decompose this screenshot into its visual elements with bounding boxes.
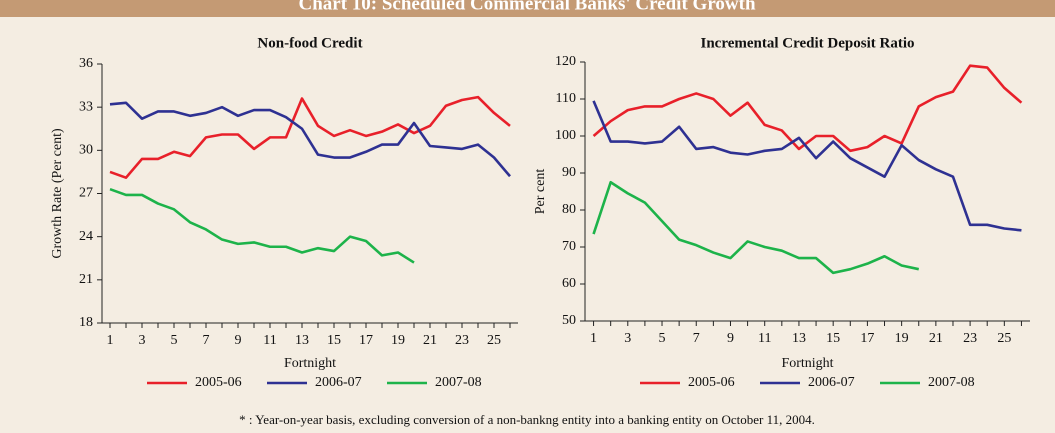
x-tick-label: 1 [107, 333, 114, 348]
x-tick-label: 5 [659, 331, 666, 346]
x-tick-label: 5 [171, 333, 178, 348]
x-tick-label: 11 [758, 331, 771, 346]
legend-label: 2005-06 [688, 375, 735, 390]
x-axis-label: Fortnight [284, 356, 336, 371]
chart-title: Incremental Credit Deposit Ratio [701, 35, 915, 51]
series-line [109, 101, 511, 178]
y-axis-label: Per cent [533, 169, 548, 215]
y-tick-label: 60 [562, 276, 576, 291]
x-tick-label: 3 [624, 331, 631, 346]
y-axis-label: Growth Rate (Per cent) [50, 128, 65, 259]
header-band [0, 0, 1055, 17]
y-tick-label: 24 [79, 229, 93, 244]
series-line [592, 100, 1022, 232]
x-tick-label: 25 [487, 333, 501, 348]
y-tick-label: 27 [79, 186, 93, 201]
y-tick-label: 120 [555, 54, 576, 69]
x-tick-label: 23 [963, 331, 977, 346]
x-tick-label: 25 [997, 331, 1011, 346]
y-tick-label: 21 [79, 272, 93, 287]
y-tick-label: 80 [562, 202, 576, 217]
x-tick-label: 21 [423, 333, 437, 348]
footnote: * : Year-on-year basis, excluding conver… [239, 412, 815, 427]
x-tick-label: 23 [455, 333, 469, 348]
y-tick-label: 50 [562, 313, 576, 328]
legend-label: 2005-06 [195, 375, 242, 390]
y-tick-label: 70 [562, 239, 576, 254]
figure-title: Chart 10: Scheduled Commercial Banks' Cr… [298, 0, 755, 14]
x-tick-label: 15 [327, 333, 341, 348]
y-tick-label: 33 [79, 99, 93, 114]
y-tick-label: 110 [556, 91, 576, 106]
y-tick-label: 90 [562, 165, 576, 180]
x-tick-label: 1 [590, 331, 597, 346]
legend-label: 2006-07 [808, 375, 855, 390]
x-tick-label: 9 [235, 333, 242, 348]
x-tick-label: 13 [792, 331, 806, 346]
x-tick-label: 7 [203, 333, 210, 348]
x-tick-label: 13 [295, 333, 309, 348]
x-tick-label: 11 [263, 333, 276, 348]
chart-title: Non-food Credit [257, 35, 362, 51]
x-tick-label: 3 [139, 333, 146, 348]
series-line [109, 187, 415, 264]
x-tick-label: 19 [895, 331, 909, 346]
y-tick-label: 18 [79, 315, 93, 330]
x-tick-label: 19 [391, 333, 405, 348]
series-line [109, 95, 511, 179]
x-tick-label: 9 [727, 331, 734, 346]
x-tick-label: 21 [929, 331, 943, 346]
y-tick-label: 36 [79, 56, 93, 71]
y-tick-label: 100 [555, 128, 576, 143]
x-tick-label: 17 [860, 331, 874, 346]
x-tick-label: 7 [693, 331, 700, 346]
legend-label: 2006-07 [315, 375, 362, 390]
legend-label: 2007-08 [928, 375, 975, 390]
legend-label: 2007-08 [435, 375, 482, 390]
x-tick-label: 15 [826, 331, 840, 346]
y-tick-label: 30 [79, 143, 93, 158]
series-line [592, 180, 920, 275]
x-tick-label: 17 [359, 333, 373, 348]
x-axis-label: Fortnight [781, 356, 833, 371]
series-line [592, 64, 1023, 153]
